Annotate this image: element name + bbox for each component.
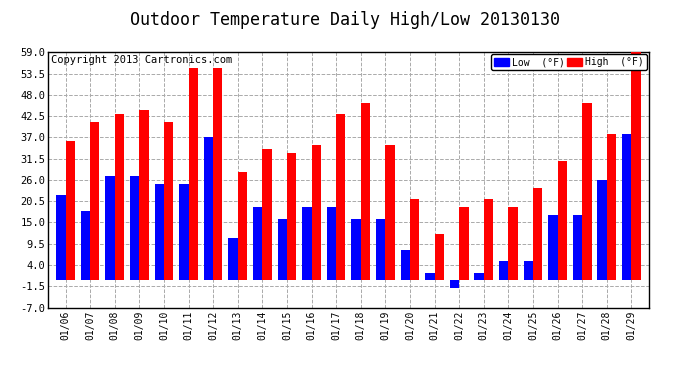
Bar (277, 219, 287, 280)
Bar (188, 68, 198, 280)
Bar (607, 134, 616, 280)
Bar (361, 103, 370, 280)
Bar (425, 273, 435, 280)
Bar (213, 68, 222, 280)
Bar (450, 280, 459, 288)
Bar (401, 249, 410, 280)
Bar (287, 153, 296, 280)
Bar (164, 122, 173, 280)
Bar (351, 219, 361, 280)
Bar (582, 103, 591, 280)
Bar (139, 111, 148, 280)
Bar (598, 180, 607, 280)
Bar (155, 184, 164, 280)
Bar (115, 114, 124, 280)
Bar (130, 176, 139, 280)
Legend: Low  (°F), High  (°F): Low (°F), High (°F) (491, 54, 647, 70)
Bar (385, 145, 395, 280)
Bar (622, 134, 631, 280)
Bar (66, 141, 75, 280)
Bar (262, 149, 272, 280)
Bar (631, 53, 641, 280)
Bar (558, 160, 567, 280)
Bar (228, 238, 238, 280)
Bar (179, 184, 188, 280)
Bar (302, 207, 312, 280)
Text: Outdoor Temperature Daily High/Low 20130130: Outdoor Temperature Daily High/Low 20130… (130, 11, 560, 29)
Bar (376, 219, 385, 280)
Bar (524, 261, 533, 280)
Bar (533, 188, 542, 280)
Bar (484, 200, 493, 280)
Bar (435, 234, 444, 280)
Bar (204, 138, 213, 280)
Bar (106, 176, 115, 280)
Bar (509, 207, 518, 280)
Bar (327, 207, 336, 280)
Bar (56, 195, 66, 280)
Bar (90, 122, 99, 280)
Bar (253, 207, 262, 280)
Bar (573, 215, 582, 280)
Bar (459, 207, 469, 280)
Bar (336, 114, 346, 280)
Bar (312, 145, 321, 280)
Bar (499, 261, 509, 280)
Bar (238, 172, 247, 280)
Bar (549, 215, 558, 280)
Bar (410, 200, 420, 280)
Bar (81, 211, 90, 280)
Bar (475, 273, 484, 280)
Text: Copyright 2013 Cartronics.com: Copyright 2013 Cartronics.com (51, 55, 233, 65)
